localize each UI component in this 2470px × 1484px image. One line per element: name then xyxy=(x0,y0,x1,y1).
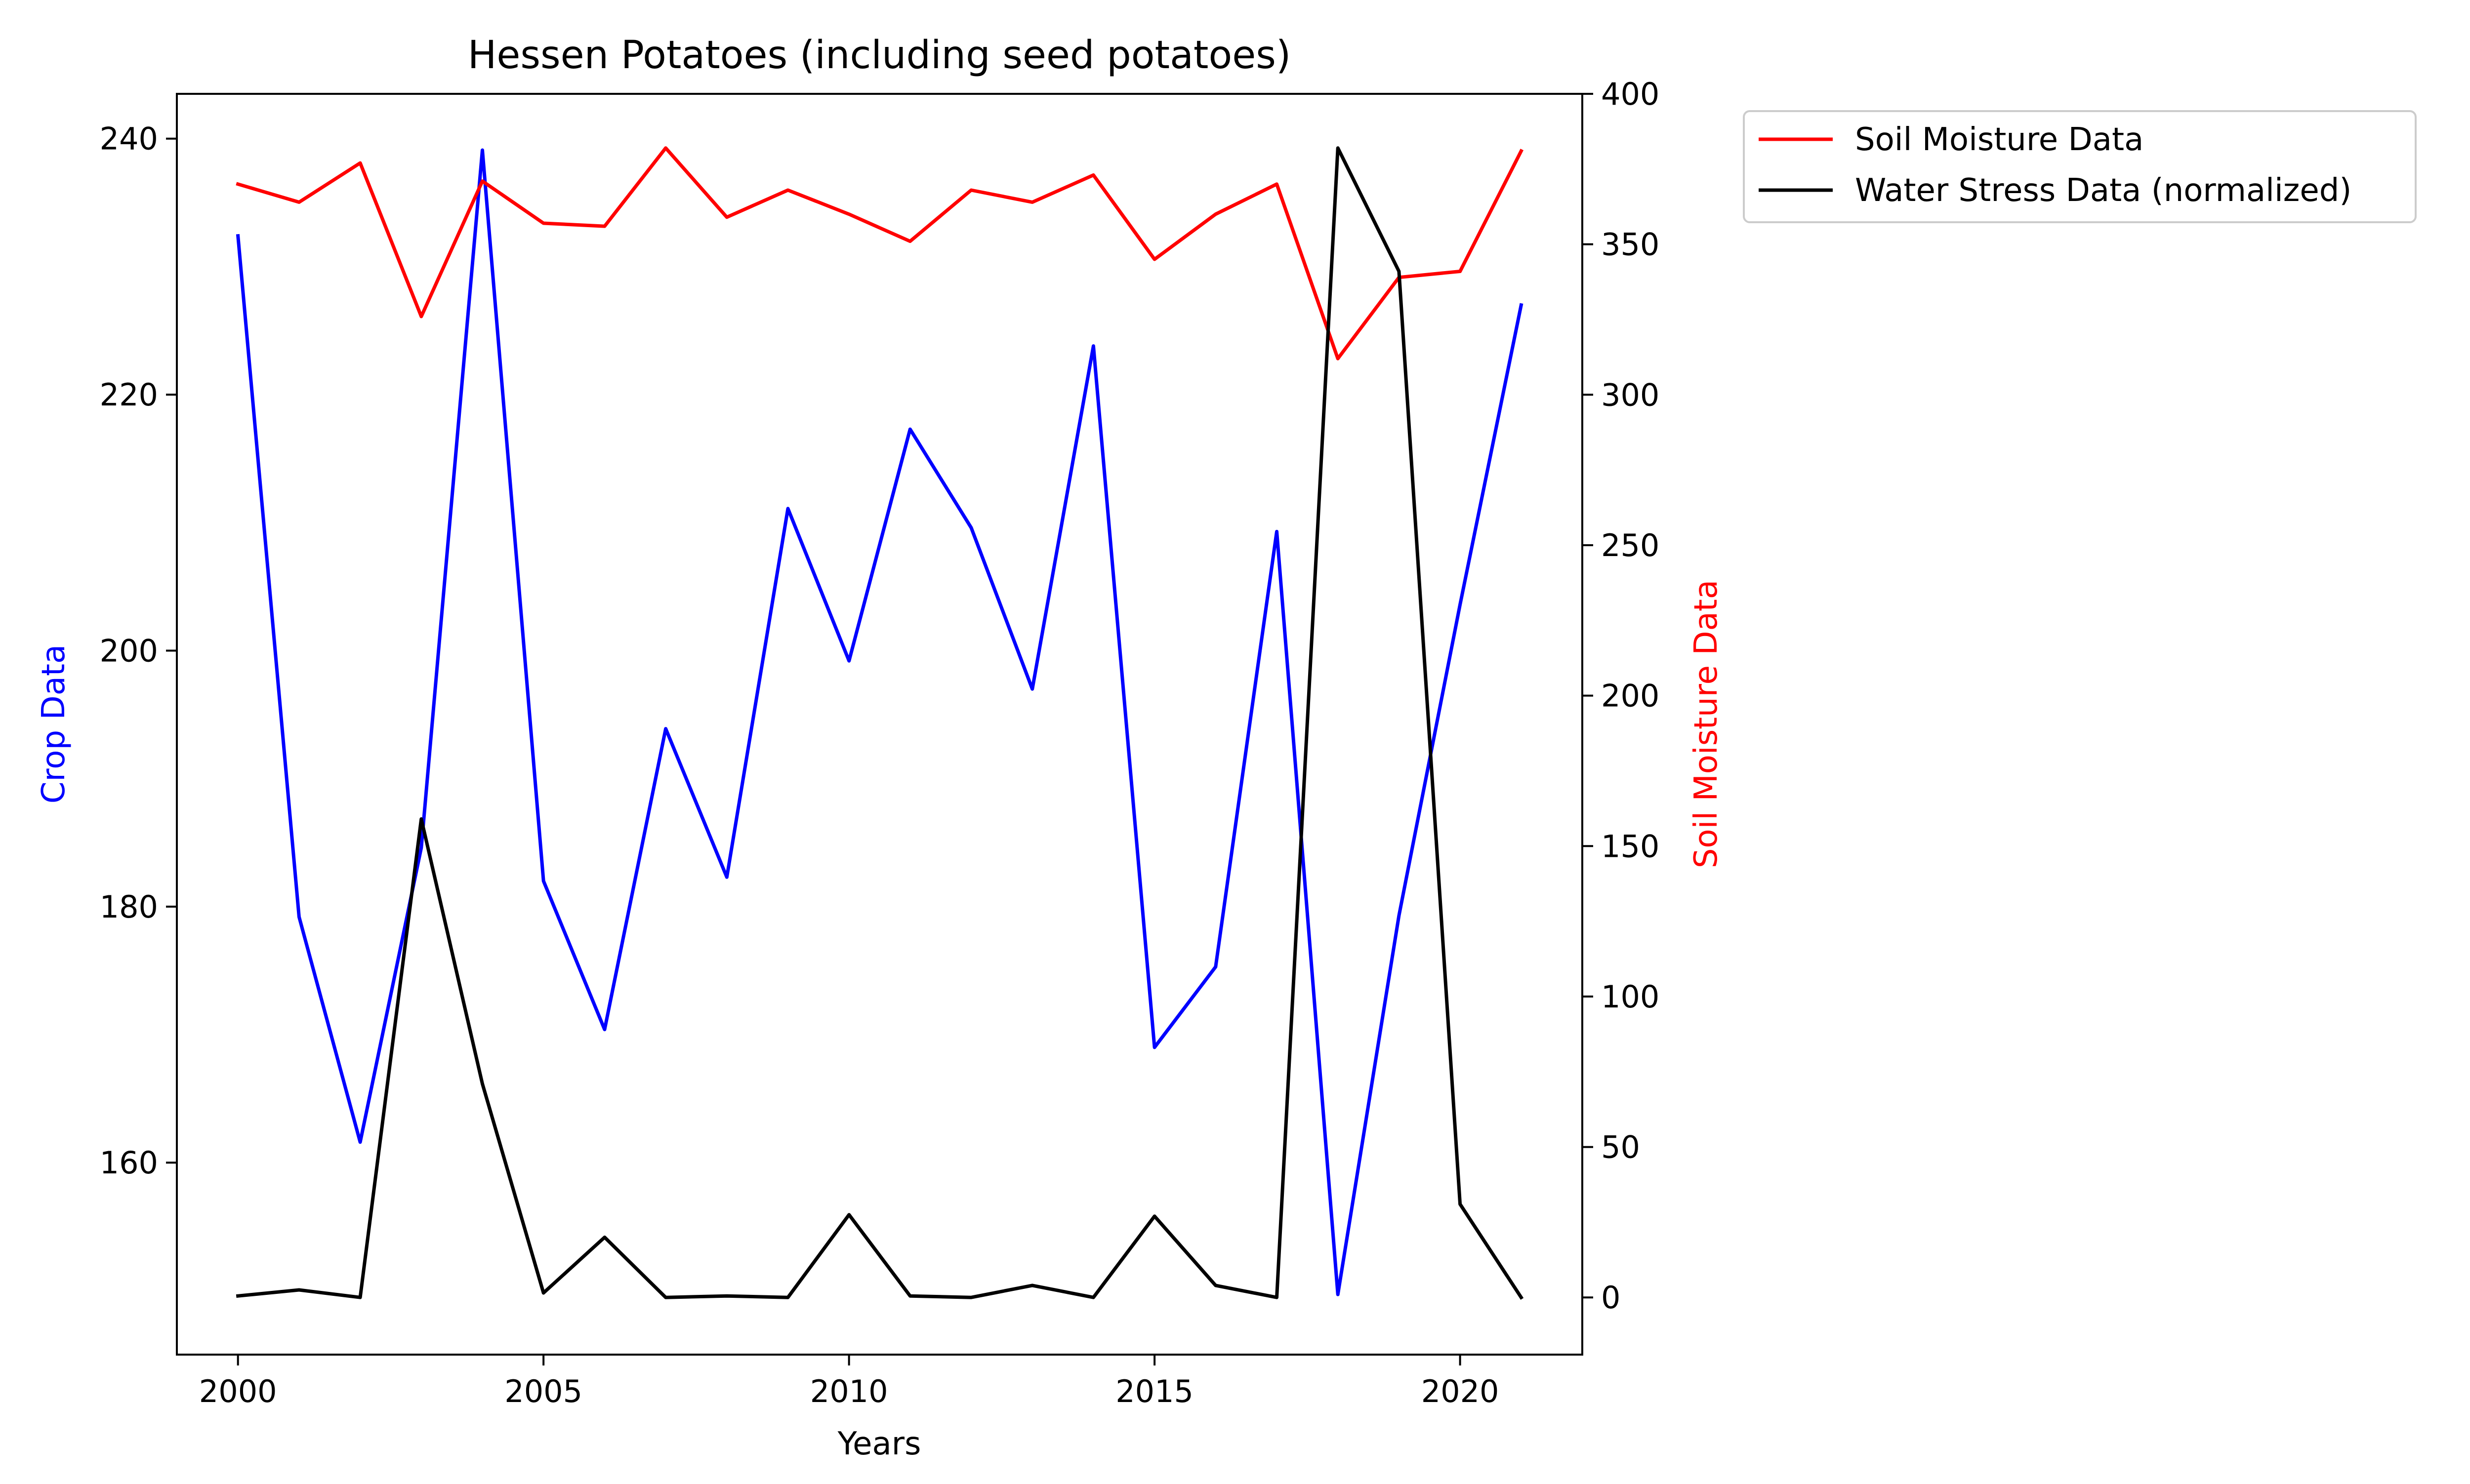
x-tick-label: 2020 xyxy=(1421,1373,1499,1409)
y-right-tick-label: 150 xyxy=(1601,828,1659,864)
y-right-tick-label: 400 xyxy=(1601,76,1659,112)
chart-title: Hessen Potatoes (including seed potatoes… xyxy=(468,33,1291,78)
y-axis-right-label: Soil Moisture Data xyxy=(1688,580,1725,868)
legend: Soil Moisture Data Water Stress Data (no… xyxy=(1744,111,2416,222)
y-right-tick-label: 250 xyxy=(1601,527,1659,563)
x-axis: 2000 2005 2010 2015 2020 xyxy=(199,1355,1499,1409)
y-right-tick-label: 300 xyxy=(1601,377,1659,413)
plot-frame xyxy=(177,94,1582,1355)
x-tick-label: 2010 xyxy=(810,1373,888,1409)
y-axis-left: 160 180 200 220 240 xyxy=(100,121,177,1181)
y-left-tick-label: 180 xyxy=(100,889,158,925)
x-axis-label: Years xyxy=(837,1426,921,1462)
legend-label-water-stress: Water Stress Data (normalized) xyxy=(1855,172,2351,209)
x-tick-label: 2015 xyxy=(1115,1373,1194,1409)
y-right-tick-label: 0 xyxy=(1601,1280,1620,1316)
series-water-stress xyxy=(238,148,1522,1298)
y-right-tick-label: 350 xyxy=(1601,227,1659,263)
x-tick-label: 2005 xyxy=(504,1373,582,1409)
series-line-water-stress xyxy=(238,148,1522,1298)
x-tick-label: 2000 xyxy=(199,1373,277,1409)
legend-label-soil-moisture: Soil Moisture Data xyxy=(1855,121,2143,158)
y-right-tick-label: 50 xyxy=(1601,1129,1640,1165)
y-left-tick-label: 240 xyxy=(100,121,158,157)
y-right-tick-label: 200 xyxy=(1601,678,1659,714)
y-axis-left-label: Crop Data xyxy=(36,644,72,804)
y-right-tick-label: 100 xyxy=(1601,979,1659,1015)
y-axis-right: 0 50 100 150 200 250 300 350 400 xyxy=(1582,76,1659,1316)
series-layer xyxy=(238,148,1522,1298)
y-left-tick-label: 160 xyxy=(100,1145,158,1181)
y-left-tick-label: 220 xyxy=(100,377,158,413)
y-left-tick-label: 200 xyxy=(100,633,158,669)
